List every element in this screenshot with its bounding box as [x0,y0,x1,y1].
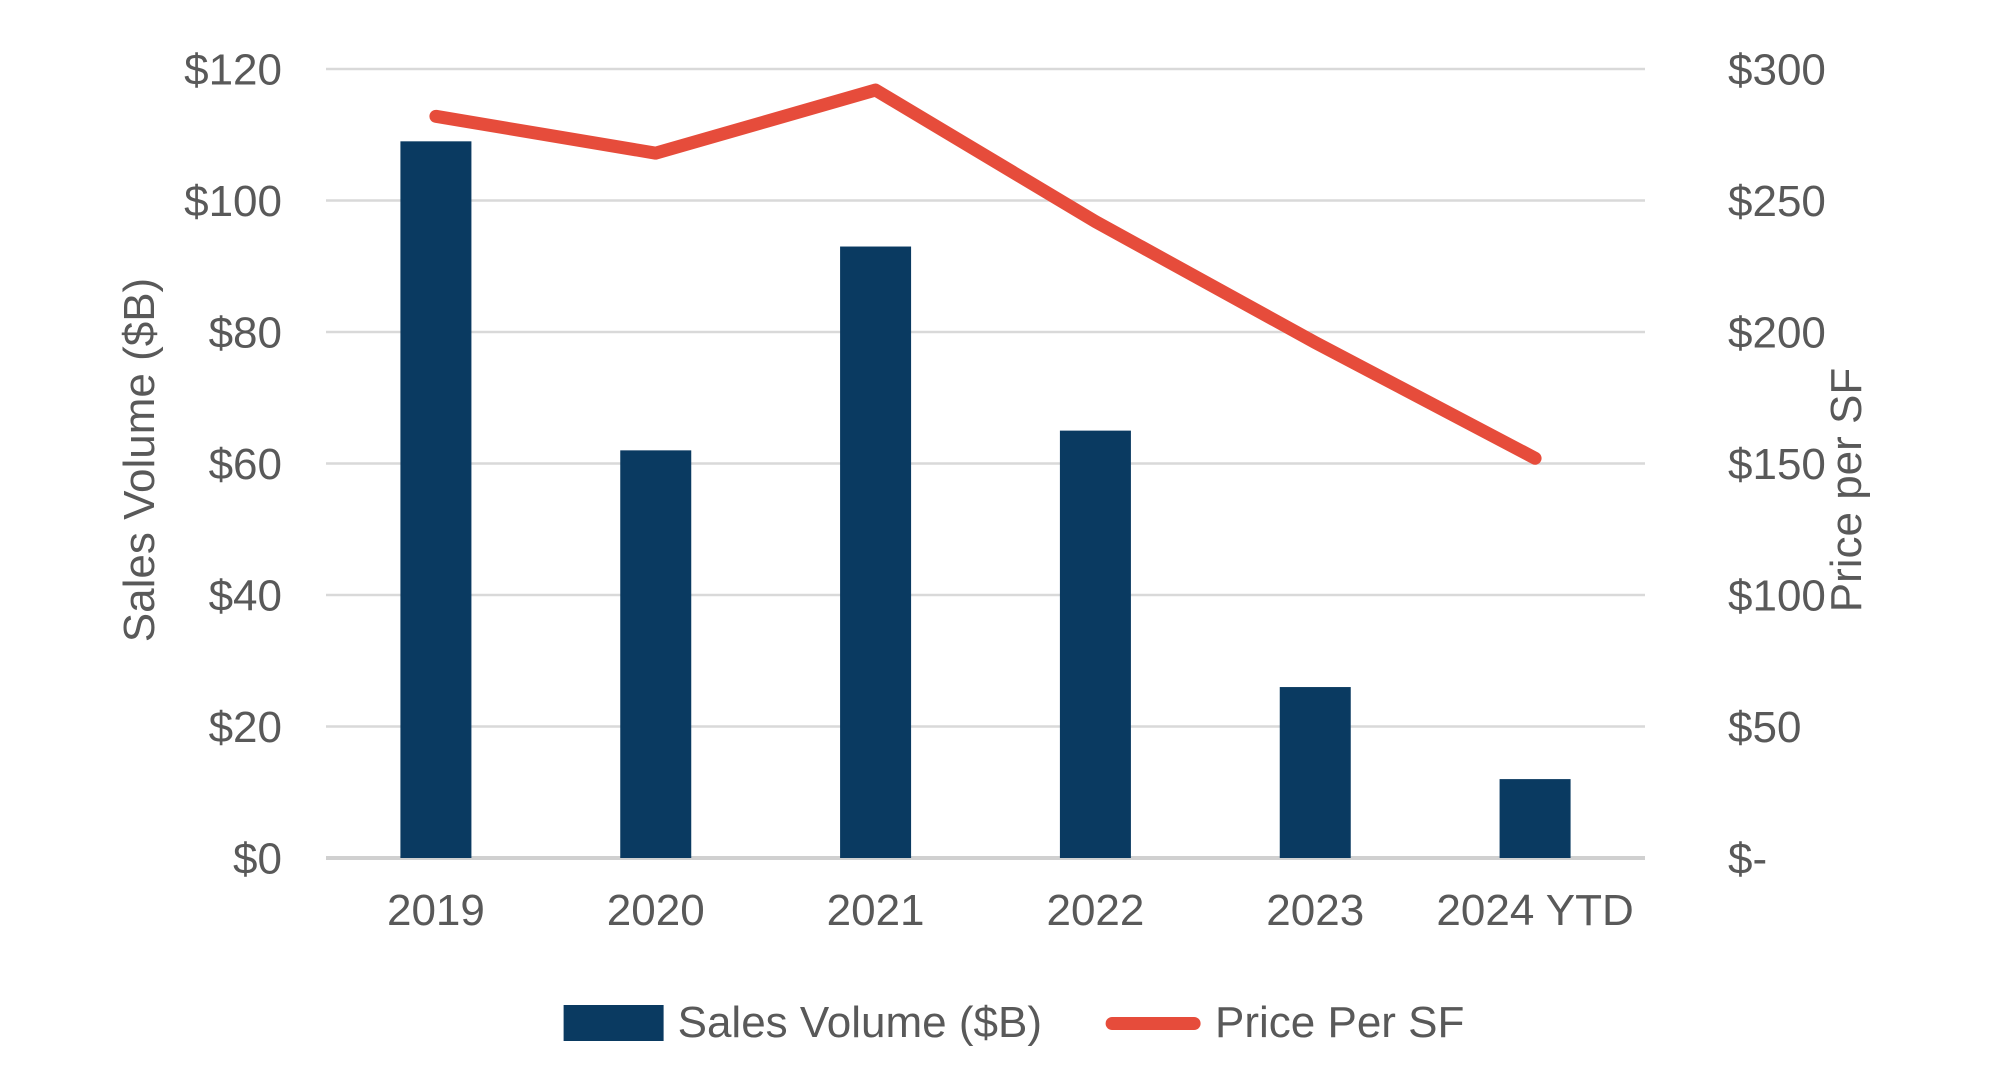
legend-bar-label: Sales Volume ($B) [677,998,1043,1047]
x-axis-label: 2021 [827,886,925,935]
legend-line-swatch [1106,1016,1202,1030]
right-axis-tick-label: $- [1728,835,1767,884]
bar-2021 [840,246,912,858]
right-axis-tick-label: $200 [1728,309,1826,358]
x-axis-label: 2019 [387,886,485,935]
right-axis-tick-label: $250 [1728,177,1826,226]
right-axis-tick-label: $300 [1728,46,1826,95]
bar-2022 [1059,430,1131,858]
right-axis-tick-label: $100 [1728,572,1826,621]
x-axis-label: 2024 YTD [1436,886,1633,935]
legend-line-label: Price Per SF [1215,998,1465,1047]
right-axis-tick-label: $50 [1728,703,1801,752]
left-axis-tick-label: $120 [184,46,282,95]
x-axis-label: 2022 [1046,886,1144,935]
bar-2024 YTD [1499,779,1571,858]
left-axis-title: Sales Volume ($B) [115,277,164,643]
left-axis-tick-label: $60 [209,440,282,489]
price-per-sf-line [429,83,1542,465]
right-axis-title: Price per SF [1822,367,1871,613]
chart-legend: Sales Volume ($B) Price Per SF [563,998,1465,1047]
bar-2020 [620,450,692,858]
legend-bar-swatch [563,1005,664,1041]
left-axis-tick-label: $0 [233,835,282,884]
left-axis-tick-label: $80 [209,309,282,358]
x-axis-label: 2023 [1266,886,1364,935]
x-axis-label: 2020 [607,886,705,935]
right-axis-tick-label: $150 [1728,440,1826,489]
bar-2023 [1279,687,1351,858]
left-axis-tick-label: $40 [209,572,282,621]
bar-2019 [400,141,472,858]
left-axis-tick-label: $20 [209,703,282,752]
left-axis-tick-label: $100 [184,177,282,226]
